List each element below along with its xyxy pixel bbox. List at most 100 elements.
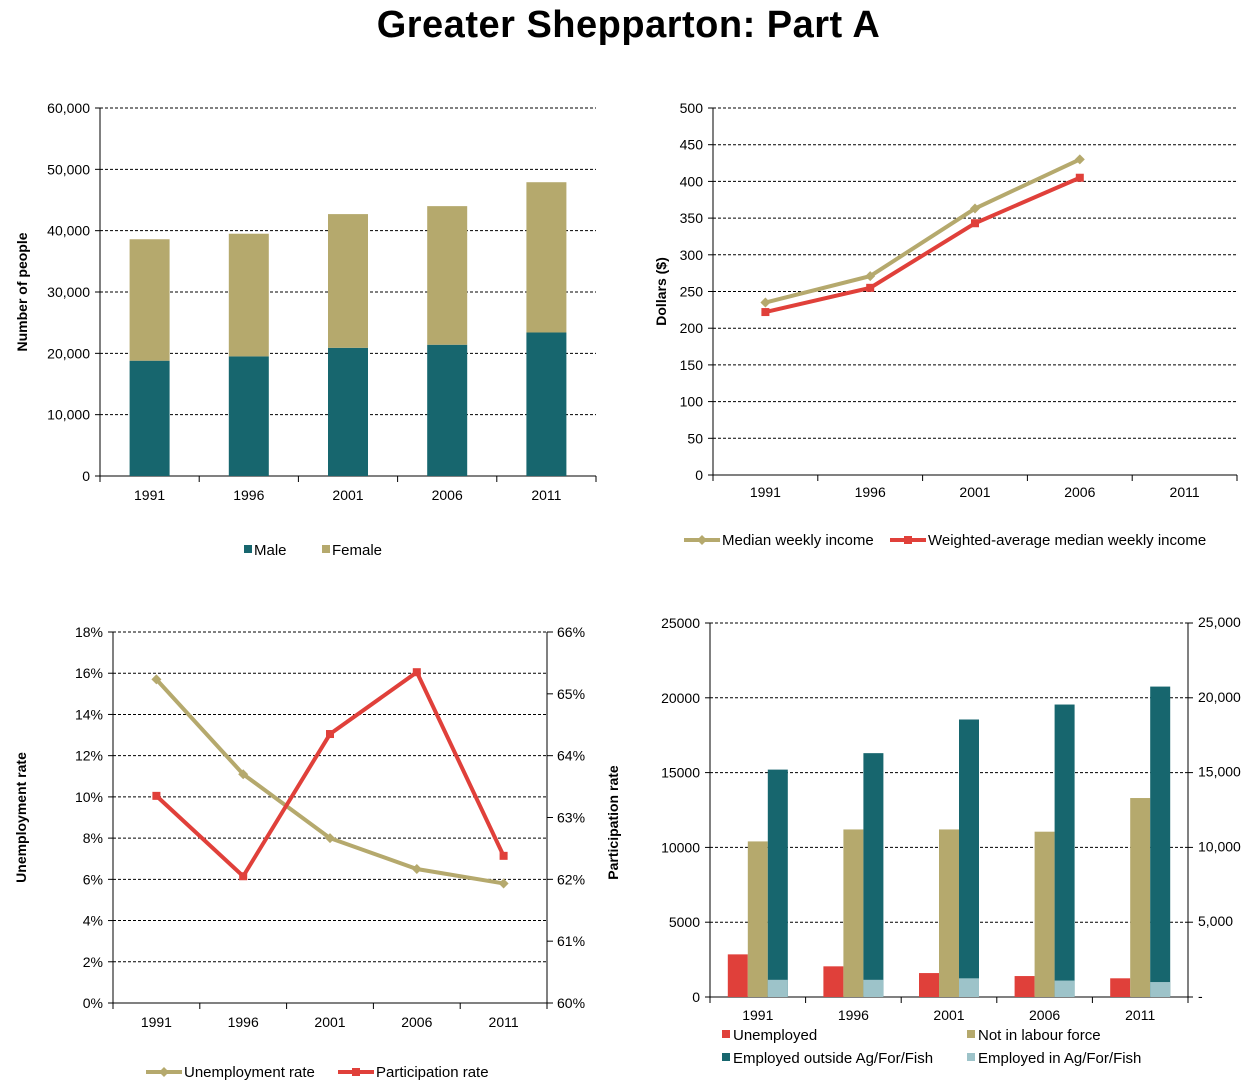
data-point bbox=[411, 864, 422, 875]
data-point bbox=[152, 791, 161, 800]
y-axis-title: Dollars ($) bbox=[653, 257, 669, 325]
data-point bbox=[325, 833, 335, 844]
y2-tick-label: 66% bbox=[557, 624, 585, 640]
bar bbox=[727, 954, 748, 997]
bar-female bbox=[328, 214, 368, 348]
bar bbox=[1054, 704, 1075, 997]
legend-marker bbox=[159, 1067, 169, 1077]
bar bbox=[767, 769, 788, 997]
data-point bbox=[326, 730, 334, 739]
bar bbox=[959, 719, 979, 997]
data-point bbox=[865, 271, 876, 282]
y-tick-label: 450 bbox=[680, 137, 704, 153]
data-point bbox=[238, 769, 249, 780]
data-point bbox=[971, 219, 979, 228]
series-line bbox=[764, 157, 1081, 305]
data-point bbox=[866, 283, 875, 292]
y2-tick-label: 20,000 bbox=[1198, 689, 1241, 705]
bar bbox=[843, 829, 864, 997]
legend-label: Unemployed bbox=[733, 1027, 817, 1044]
y2-tick-label: 10,000 bbox=[1198, 838, 1241, 854]
x-tick-label: 1996 bbox=[855, 484, 886, 500]
y-axis-title: Unemployment rate bbox=[13, 752, 29, 883]
y-axis-title: Number of people bbox=[14, 232, 30, 351]
x-tick-label: 1996 bbox=[228, 1014, 259, 1030]
y-tick-label: 16% bbox=[75, 665, 103, 681]
series-line bbox=[154, 678, 504, 886]
legend-swatch bbox=[967, 1030, 975, 1038]
bar-male bbox=[427, 344, 468, 476]
y-tick-label: 4% bbox=[83, 913, 103, 929]
x-tick-label: 1991 bbox=[141, 1014, 172, 1030]
legend-label: Weighted-average median weekly income bbox=[928, 532, 1206, 549]
bar bbox=[1034, 831, 1055, 997]
legend-label: Employed in Ag/For/Fish bbox=[978, 1050, 1141, 1067]
x-tick-label: 1991 bbox=[134, 487, 165, 503]
y2-tick-label: 60% bbox=[557, 995, 585, 1011]
data-point bbox=[499, 851, 508, 860]
bar bbox=[1110, 978, 1131, 997]
legend-label: Employed outside Ag/For/Fish bbox=[733, 1050, 933, 1067]
legend-label: Participation rate bbox=[376, 1064, 489, 1081]
data-point bbox=[412, 668, 421, 677]
y2-tick-label: 64% bbox=[557, 748, 585, 764]
data-point bbox=[760, 297, 771, 308]
y-tick-label: 20000 bbox=[661, 690, 700, 706]
x-tick-label: 2006 bbox=[1029, 1007, 1060, 1023]
bar bbox=[919, 973, 939, 997]
x-tick-label: 2011 bbox=[1170, 484, 1200, 500]
y-tick-label: 500 bbox=[680, 100, 704, 116]
legend-label: Unemployment rate bbox=[184, 1064, 315, 1081]
bar bbox=[823, 966, 844, 997]
y-tick-label: 5000 bbox=[669, 914, 700, 930]
bar-female bbox=[228, 233, 269, 357]
y-tick-label: 50 bbox=[687, 430, 703, 446]
bar bbox=[959, 978, 979, 997]
x-tick-label: 2001 bbox=[933, 1007, 964, 1023]
y-tick-label: 6% bbox=[83, 871, 103, 887]
x-tick-label: 2006 bbox=[401, 1014, 432, 1030]
legend-swatch bbox=[322, 545, 330, 553]
y-tick-label: 30,000 bbox=[47, 284, 90, 300]
bar bbox=[1130, 798, 1151, 997]
bar bbox=[767, 979, 788, 997]
x-tick-label: 2006 bbox=[1064, 484, 1095, 500]
bar-male bbox=[328, 347, 368, 476]
legend-marker bbox=[697, 535, 707, 545]
bar bbox=[747, 841, 768, 997]
bar bbox=[1054, 980, 1075, 997]
bar-female bbox=[427, 206, 468, 345]
y-tick-label: 0 bbox=[692, 989, 700, 1005]
legend-label: Male bbox=[254, 542, 287, 559]
y-tick-label: 0 bbox=[695, 467, 703, 483]
y-tick-label: 40,000 bbox=[47, 223, 90, 239]
x-tick-label: 1996 bbox=[233, 487, 264, 503]
y-tick-label: 400 bbox=[680, 173, 704, 189]
bar bbox=[863, 753, 884, 997]
y-tick-label: 150 bbox=[680, 357, 704, 373]
x-tick-label: 2001 bbox=[314, 1014, 345, 1030]
data-point bbox=[1075, 173, 1084, 182]
data-point bbox=[239, 872, 248, 881]
bar bbox=[939, 829, 959, 997]
legend-label: Not in labour force bbox=[978, 1027, 1101, 1044]
income-chart: 0 50 100 150 200 250 300 350 400 450 500 1991 1996 20… bbox=[653, 100, 1238, 549]
series-line bbox=[764, 175, 1081, 315]
series-line bbox=[155, 669, 506, 880]
legend-swatch bbox=[244, 545, 252, 553]
x-tick-label: 1991 bbox=[742, 1007, 773, 1023]
legend-marker bbox=[904, 536, 912, 544]
x-tick-label: 2011 bbox=[489, 1014, 519, 1030]
y2-tick-label: 63% bbox=[557, 810, 585, 826]
bar-female bbox=[526, 182, 567, 333]
y-tick-label: 50,000 bbox=[47, 161, 90, 177]
legend-label: Median weekly income bbox=[722, 532, 874, 549]
page-title: Greater Shepparton: Part A bbox=[376, 4, 881, 46]
y2-tick-label: 61% bbox=[557, 933, 585, 949]
y2-tick-label: 62% bbox=[557, 871, 585, 887]
x-tick-label: 2001 bbox=[959, 484, 990, 500]
bar-male bbox=[129, 360, 170, 476]
x-tick-label: 2011 bbox=[531, 487, 561, 503]
y2-tick-label: - bbox=[1198, 988, 1203, 1004]
